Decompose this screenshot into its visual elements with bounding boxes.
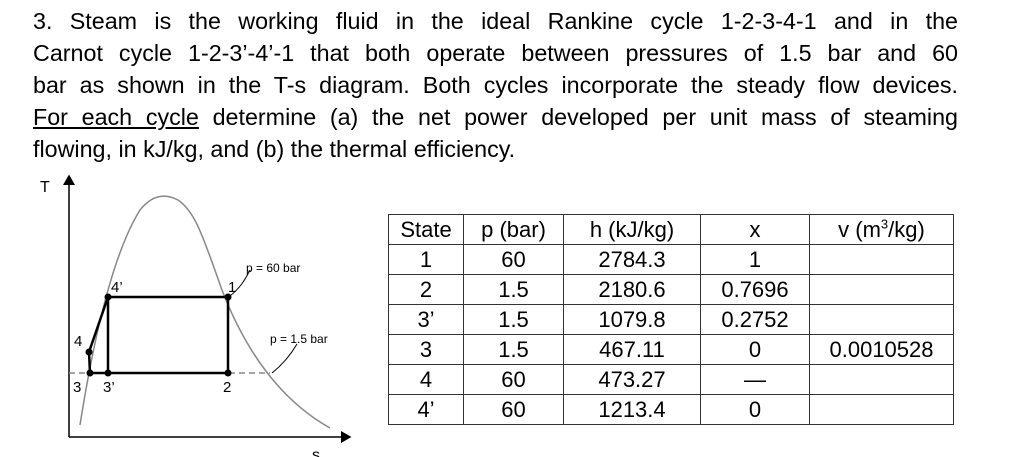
state-point-3 — [86, 369, 94, 377]
state-point-4 — [85, 348, 93, 356]
table-cell: — — [700, 364, 810, 395]
table-header-row: State p (bar) h (kJ/kg) x v (m3/kg) — [388, 214, 954, 245]
col-header: h (kJ/kg) — [563, 214, 701, 245]
table-cell: 0 — [700, 394, 810, 425]
state-point-4p — [104, 293, 112, 301]
col-header: x — [700, 214, 810, 245]
table-cell: 3 — [388, 334, 464, 365]
state-point-3p — [104, 369, 112, 377]
col-header: p (bar) — [463, 214, 564, 245]
table-cell: 0.2752 — [700, 304, 810, 335]
table-cell: 2180.6 — [563, 274, 701, 305]
problem-line: Carnot cycle 1-2-3’-4’-1 that both opera… — [33, 40, 958, 66]
table-cell: 1 — [388, 244, 464, 275]
high-pressure-leader — [229, 269, 251, 297]
table-cell: 3’ — [388, 304, 464, 335]
table-cell — [809, 244, 954, 275]
state-label-2: 2 — [223, 379, 231, 396]
underlined-phrase: For each cycle — [33, 104, 199, 130]
table-cell: 2 — [388, 274, 464, 305]
table-cell: 1079.8 — [563, 304, 701, 335]
t-axis-label: T — [40, 179, 50, 196]
table-cell: 1213.4 — [563, 394, 701, 425]
table-cell: 4’ — [388, 394, 464, 425]
col-header: v (m3/kg) — [809, 214, 954, 245]
ts-diagram: T s p = 60 bar p = 1.5 bar 4’ 1 4 3 3’ 2 — [40, 174, 352, 457]
problem-statement: 3. Steam is the working fluid in the ide… — [33, 5, 958, 165]
table-cell: 1.5 — [463, 304, 564, 335]
state-label-3: 3 — [73, 379, 81, 396]
table-cell: 1.5 — [463, 334, 564, 365]
table-cell: 467.11 — [563, 334, 701, 365]
state-label-1: 1 — [228, 279, 236, 296]
table-cell: 60 — [463, 394, 564, 425]
state-label-4p: 4’ — [111, 279, 123, 296]
table-cell: 60 — [463, 244, 564, 275]
table-cell: 0.0010528 — [809, 334, 954, 365]
col-header: State — [388, 214, 464, 245]
state-table: State p (bar) h (kJ/kg) x v (m3/kg) 1 60 2… — [388, 214, 954, 425]
table-row: 3’ 1.5 1079.8 0.2752 — [388, 304, 954, 335]
table-cell: 60 — [463, 364, 564, 395]
table-row: 4 60 473.27— — [388, 364, 954, 395]
table-cell — [809, 274, 954, 305]
state-point-2 — [224, 369, 232, 377]
low-pressure-label: p = 1.5 bar — [270, 332, 328, 346]
problem-line: 3. Steam is the working fluid in the ide… — [33, 8, 958, 34]
table-cell: 2784.3 — [563, 244, 701, 275]
table-cell — [809, 394, 954, 425]
table-row: 2 1.5 2180.6 0.7696 — [388, 274, 954, 305]
problem-text: determine (a) the net power developed pe… — [198, 104, 958, 130]
state-label-3p: 3’ — [103, 379, 115, 396]
table-cell: 0 — [700, 334, 810, 365]
table-cell — [809, 364, 954, 395]
state-label-4: 4 — [74, 333, 82, 350]
high-pressure-label: p = 60 bar — [246, 261, 300, 275]
table-row: 4’ 60 1213.4 0 — [388, 394, 954, 425]
table-cell: 1 — [700, 244, 810, 275]
table-cell: 4 — [388, 364, 464, 395]
state-point-1 — [224, 293, 232, 301]
carnot-cycle — [106, 295, 230, 375]
table-cell: 473.27 — [563, 364, 701, 395]
table-row: 1 60 2784.3 1 — [388, 244, 954, 275]
problem-line: For each cycle determine (a) the net pow… — [33, 101, 958, 133]
table-cell — [809, 304, 954, 335]
problem-line: bar as shown in the T-s diagram. Both cy… — [33, 72, 958, 98]
table-cell: 0.7696 — [700, 274, 810, 305]
s-axis-label: s — [312, 447, 320, 457]
problem-line: flowing, in kJ/kg, and (b) the thermal e… — [33, 136, 516, 162]
low-pressure-leader — [271, 343, 298, 374]
state-points — [85, 293, 232, 377]
saturation-dome — [79, 195, 331, 429]
table-row: 3 1.5 467.11 0 0.0010528 — [388, 334, 954, 365]
table-cell: 1.5 — [463, 274, 564, 305]
